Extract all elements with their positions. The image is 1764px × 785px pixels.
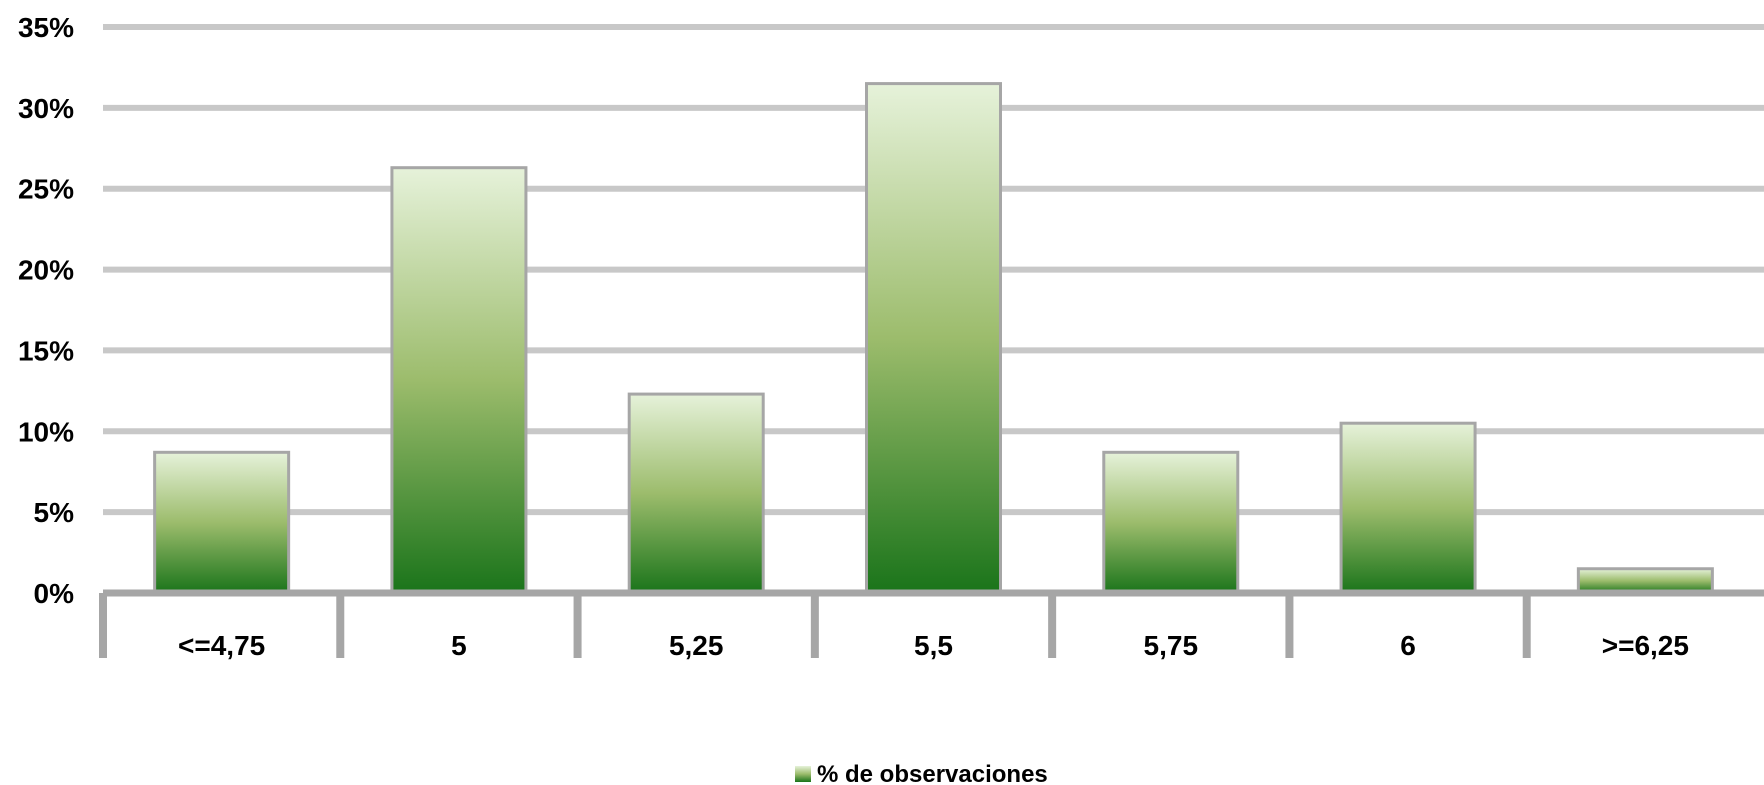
bars <box>153 82 1714 595</box>
bar <box>865 82 1002 595</box>
x-axis <box>99 589 1764 658</box>
bar <box>1339 421 1477 595</box>
x-tick-label: >=6,25 <box>1602 630 1689 661</box>
y-tick-label: 5% <box>34 497 75 528</box>
y-tick-label: 10% <box>18 416 74 447</box>
legend-swatch <box>795 766 811 782</box>
bar <box>1102 450 1240 595</box>
x-tick-label: <=4,75 <box>178 630 265 661</box>
x-tick-label: 6 <box>1400 630 1416 661</box>
bar <box>153 450 291 595</box>
x-tick-label: 5 <box>451 630 467 661</box>
y-tick-label: 35% <box>18 12 74 43</box>
x-axis-labels: <=4,75 5 5,25 5,5 5,75 6 >=6,25 <box>178 630 1689 661</box>
x-tick-label: 5,5 <box>914 630 953 661</box>
y-tick-label: 30% <box>18 93 74 124</box>
y-tick-label: 0% <box>34 578 75 609</box>
x-tick-label: 5,25 <box>669 630 724 661</box>
y-tick-label: 25% <box>18 174 74 205</box>
legend: % de observaciones <box>795 761 1048 785</box>
y-axis-ticks: 0% 5% 10% 15% 20% 25% 30% 35% <box>18 12 74 609</box>
legend-label: % de observaciones <box>817 761 1048 785</box>
bar <box>390 166 528 595</box>
bar <box>627 392 765 595</box>
bar <box>1576 567 1714 595</box>
x-tick-label: 5,75 <box>1144 630 1199 661</box>
y-tick-label: 20% <box>18 255 74 286</box>
y-tick-label: 15% <box>18 335 74 366</box>
